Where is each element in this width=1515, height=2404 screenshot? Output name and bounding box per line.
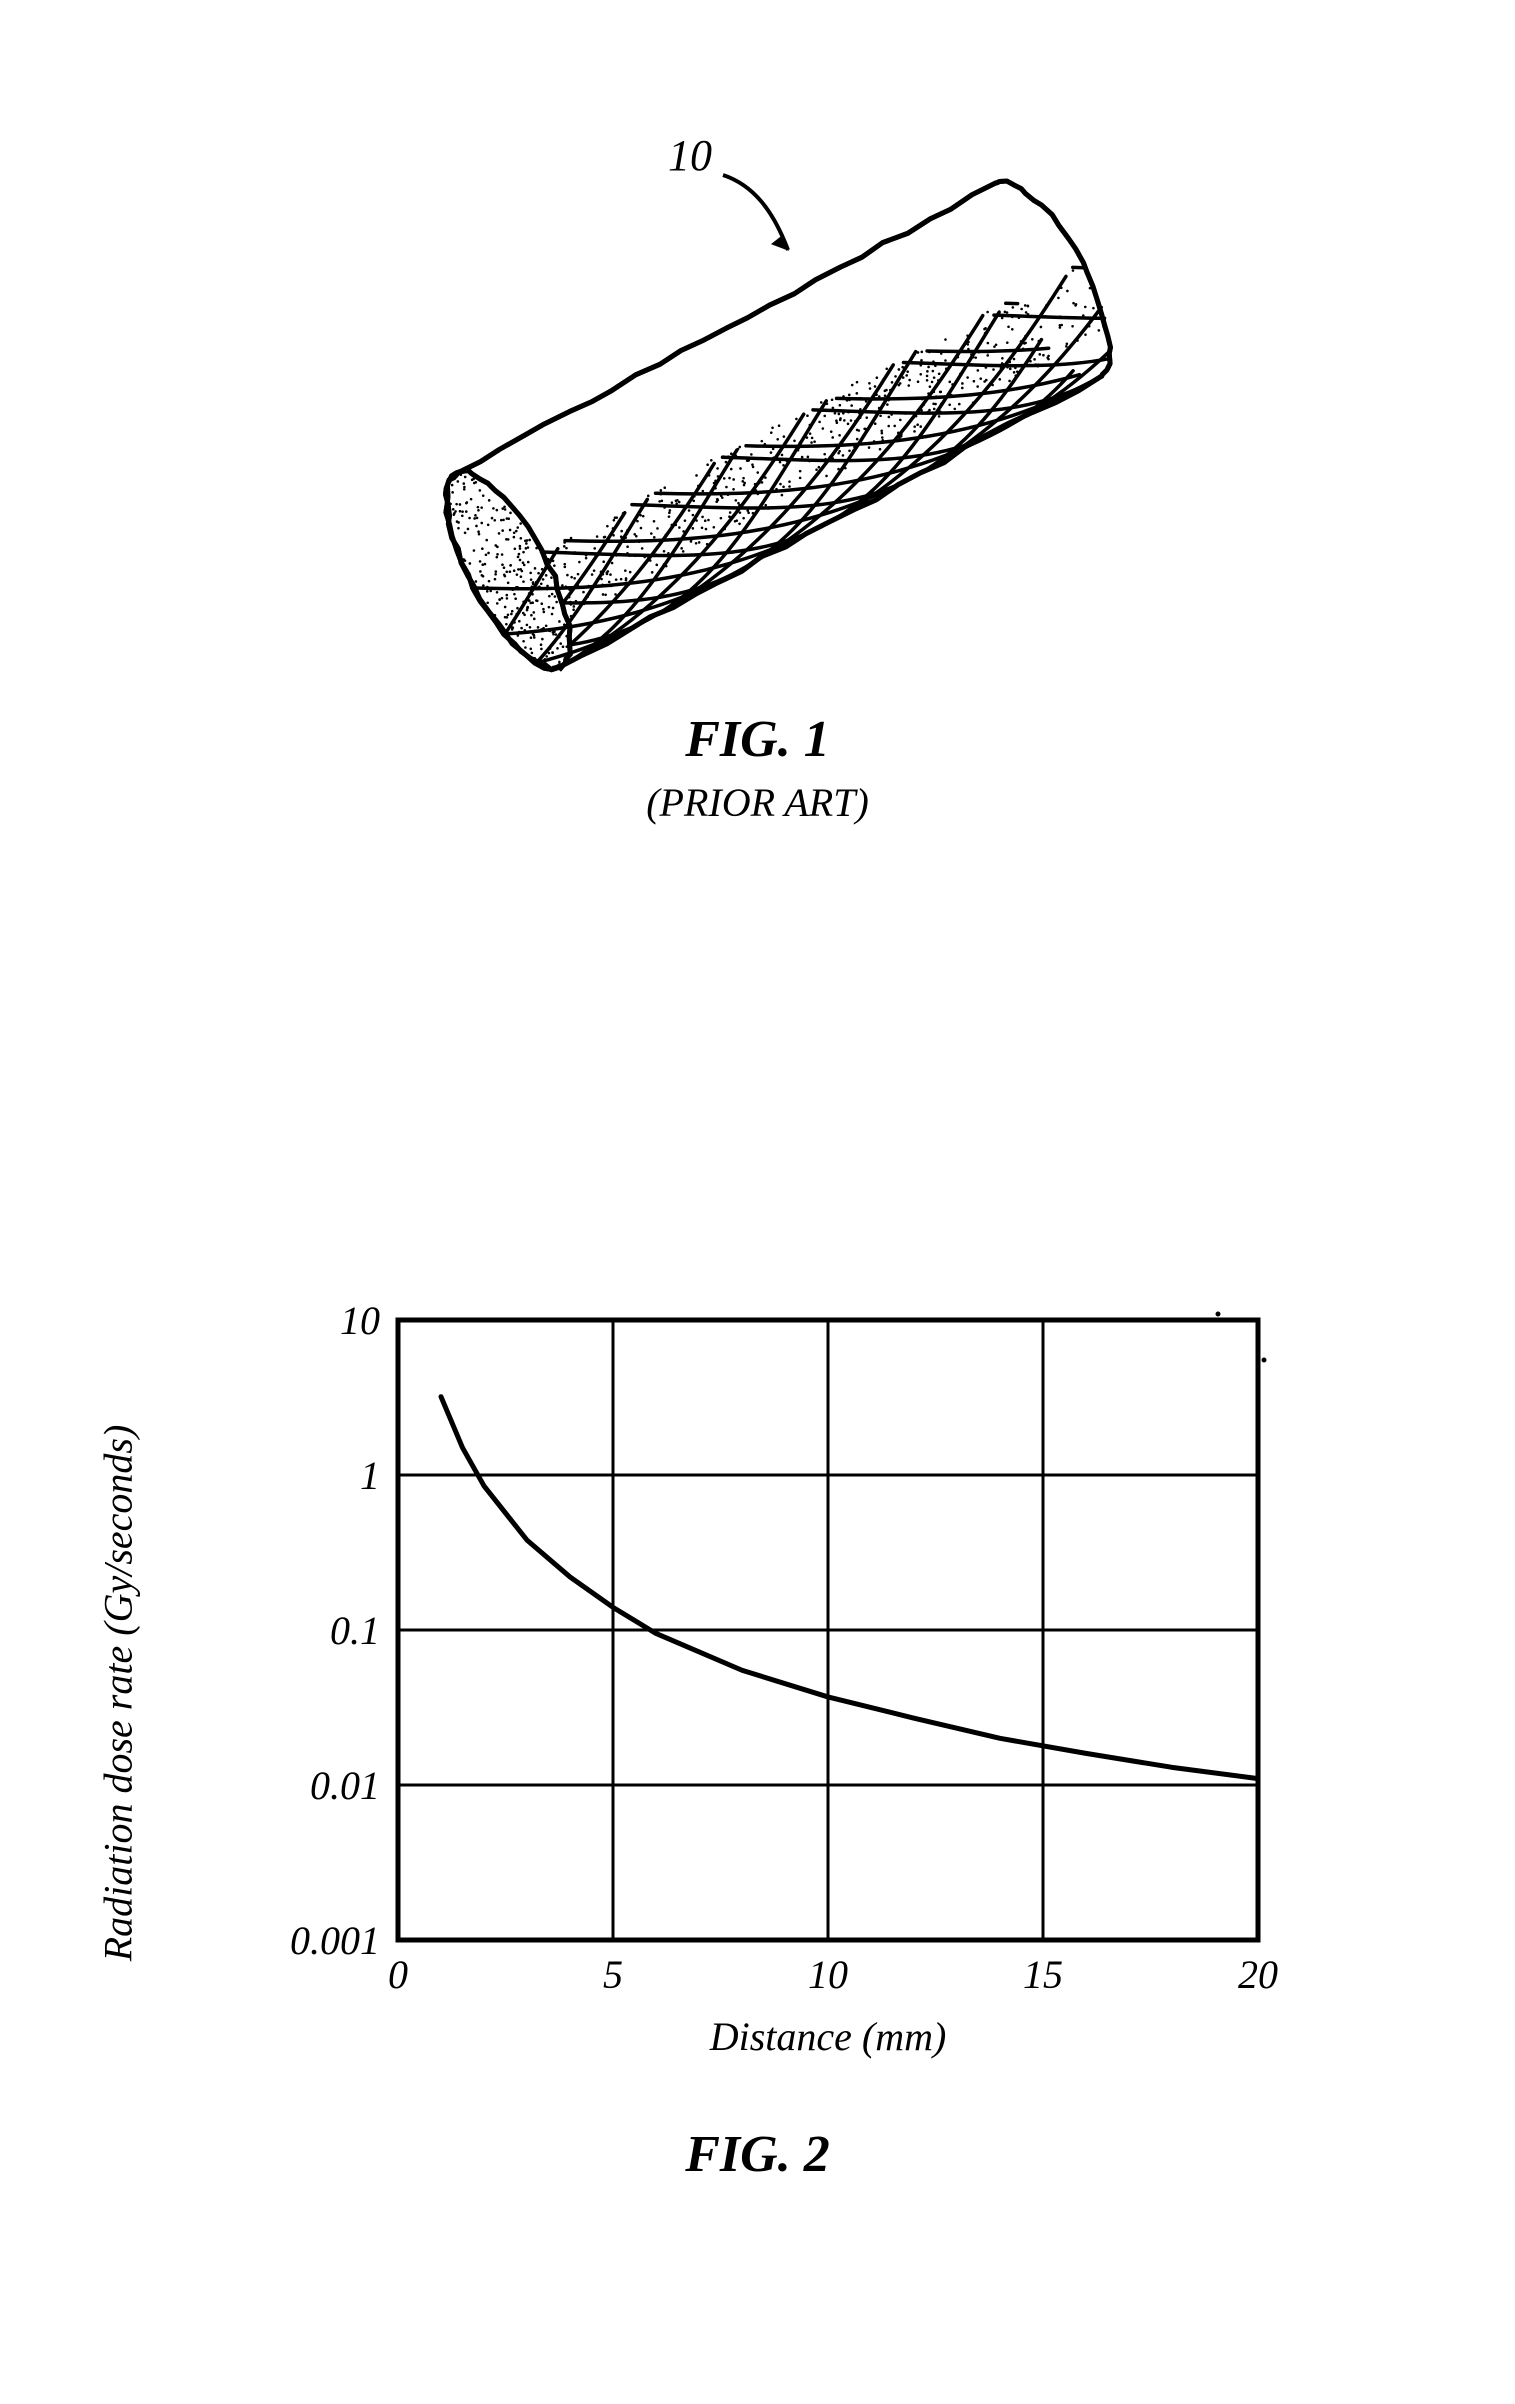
- x-tick-label: 10: [808, 1952, 848, 1997]
- chart-y-axis-label: Radiation dose rate (Gy/seconds): [94, 1424, 141, 1961]
- y-tick-label: 1: [360, 1453, 380, 1498]
- page: 10 FIG. 1 (PRIOR ART) Radiation dose rat…: [0, 0, 1515, 2404]
- figure-2-block: Radiation dose rate (Gy/seconds) 0 5 10 15 2…: [0, 1280, 1515, 2184]
- chart-x-axis-label: Distance (mm): [708, 2014, 946, 2059]
- x-tick-label: 0: [388, 1952, 408, 1997]
- y-tick-label: 0.01: [310, 1763, 380, 1808]
- chart-wrapper: Radiation dose rate (Gy/seconds) 0510152…: [158, 1280, 1358, 2105]
- y-tick-label: 10: [340, 1298, 380, 1343]
- ref-number-10: 10: [668, 131, 712, 180]
- x-tick-label: 20: [1238, 1952, 1278, 1997]
- figure-1-block: 10 FIG. 1 (PRIOR ART): [0, 100, 1515, 826]
- figure-1-subcaption: (PRIOR ART): [0, 779, 1515, 826]
- dose-rate-chart: 0 5 10 15 20 0.001 0.01 0.1 1 10 Distance (mm): [158, 1280, 1358, 2100]
- x-tick-label: 15: [1023, 1952, 1063, 1997]
- y-tick-label: 0.001: [290, 1918, 380, 1963]
- x-tick-label: 5: [603, 1952, 623, 1997]
- figure-2-caption: FIG. 2: [0, 2125, 1515, 2184]
- figure-1-caption: FIG. 1: [0, 710, 1515, 769]
- stent-illustration: 10: [308, 100, 1208, 680]
- y-tick-label: 0.1: [330, 1608, 380, 1653]
